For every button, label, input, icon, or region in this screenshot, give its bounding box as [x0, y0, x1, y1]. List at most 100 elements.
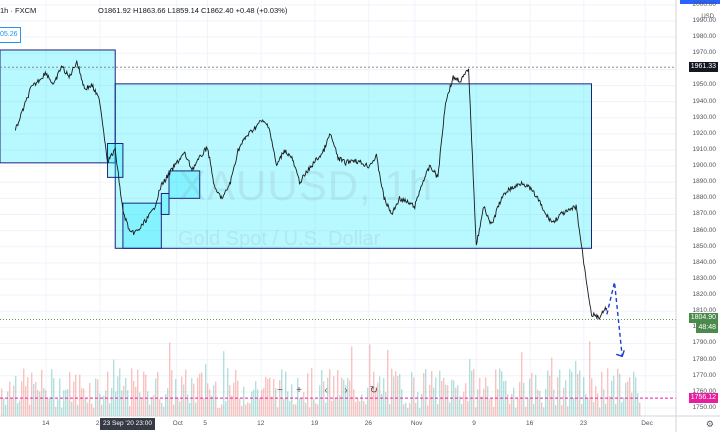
volume-bar: [137, 369, 139, 416]
volume-bar: [91, 403, 93, 416]
volume-bar: [609, 396, 611, 416]
price-tick-label: 1930.00: [692, 113, 717, 121]
volume-bar: [111, 388, 113, 416]
volume-bar: [575, 360, 577, 416]
volume-bar: [287, 391, 289, 416]
volume-bar: [403, 404, 405, 416]
volume-bar: [561, 405, 563, 416]
volume-bar: [209, 389, 211, 416]
volume-bar: [167, 388, 169, 416]
volume-bar: [183, 384, 185, 416]
price-tick-label: 1860.00: [692, 226, 717, 234]
volume-bar: [539, 390, 541, 416]
volume-bar: [515, 407, 517, 416]
volume-bar: [47, 398, 49, 416]
volume-bar: [481, 396, 483, 416]
volume-bar: [147, 391, 149, 416]
volume-bar: [49, 397, 51, 416]
left-tab[interactable]: 05.26: [0, 27, 21, 43]
volume-bar: [455, 387, 457, 416]
watermark-symbol: XAUUSD, 1h: [178, 162, 434, 209]
volume-bar: [181, 376, 183, 416]
volume-bar: [113, 359, 115, 416]
volume-bar: [359, 401, 361, 416]
volume-bar: [511, 393, 513, 416]
volume-bar: [311, 368, 313, 416]
volume-bar: [101, 404, 103, 416]
volume-bar: [411, 371, 413, 416]
scroll-left-button[interactable]: ‹: [324, 385, 328, 396]
volume-bar: [29, 404, 31, 416]
volume-bar: [205, 364, 207, 416]
volume-bar: [317, 404, 319, 416]
volume-bar: [171, 370, 173, 416]
volume-bar: [305, 402, 307, 416]
volume-bar: [507, 394, 509, 416]
volume-bar: [155, 378, 157, 416]
volume-bar: [123, 385, 125, 416]
volume-bar: [629, 377, 631, 416]
volume-bar: [465, 383, 467, 416]
volume-bar: [379, 376, 381, 416]
volume-bar: [585, 393, 587, 416]
reset-chart-button[interactable]: ↻: [369, 385, 379, 396]
volume-bar: [277, 407, 279, 416]
volume-bar: [323, 381, 325, 416]
volume-bars: [1, 341, 641, 416]
volume-bar: [297, 377, 299, 416]
volume-bar: [59, 378, 61, 416]
volume-bar: [259, 397, 261, 416]
volume-bar: [45, 389, 47, 416]
volume-bar: [67, 389, 69, 416]
crosshair-time-label: 23 Sep '20 23:00: [100, 418, 155, 430]
symbol-header[interactable]: 1h · FXCM: [0, 6, 36, 15]
volume-bar: [409, 403, 411, 416]
volume-bar: [513, 387, 515, 416]
volume-bar: [51, 369, 53, 416]
volume-bar: [243, 386, 245, 416]
volume-bar: [483, 388, 485, 416]
volume-bar: [307, 373, 309, 416]
time-tick-label: 26: [364, 420, 372, 427]
volume-bar: [615, 403, 617, 416]
volume-bar: [125, 377, 127, 416]
volume-bar: [487, 386, 489, 416]
volume-bar: [431, 371, 433, 416]
current-price-tag: 1804.90: [688, 313, 718, 324]
volume-bar: [251, 391, 253, 416]
volume-bar: [341, 377, 343, 416]
symbol-interval[interactable]: 1h · FXCM: [0, 6, 37, 15]
zoom-in-button[interactable]: +: [296, 385, 302, 396]
scroll-right-button[interactable]: ›: [344, 385, 348, 396]
volume-bar: [547, 370, 549, 416]
volume-bar: [421, 393, 423, 416]
volume-bar: [425, 369, 427, 416]
volume-bar: [537, 389, 539, 416]
volume-bar: [415, 403, 417, 416]
volume-bar: [187, 394, 189, 416]
volume-bar: [523, 382, 525, 416]
volume-bar: [557, 377, 559, 416]
price-tick-label: 1840.00: [692, 258, 717, 266]
volume-bar: [157, 371, 159, 416]
volume-bar: [459, 396, 461, 416]
volume-bar: [631, 392, 633, 416]
volume-bar: [89, 383, 91, 416]
volume-bar: [133, 380, 135, 416]
settings-gear-icon[interactable]: ⚙: [705, 419, 714, 429]
price-tick-label: 1920.00: [692, 129, 717, 137]
volume-bar: [447, 385, 449, 416]
price-tick-label: 1810.00: [692, 307, 717, 315]
volume-bar: [591, 378, 593, 416]
volume-bar: [37, 389, 39, 416]
volume-bar: [637, 393, 639, 416]
volume-bar: [117, 376, 119, 416]
volume-bar: [419, 407, 421, 416]
volume-bar: [461, 404, 463, 416]
volume-bar: [349, 380, 351, 416]
zoom-out-button[interactable]: −: [277, 385, 283, 396]
volume-bar: [69, 372, 71, 416]
volume-bar: [475, 407, 477, 416]
